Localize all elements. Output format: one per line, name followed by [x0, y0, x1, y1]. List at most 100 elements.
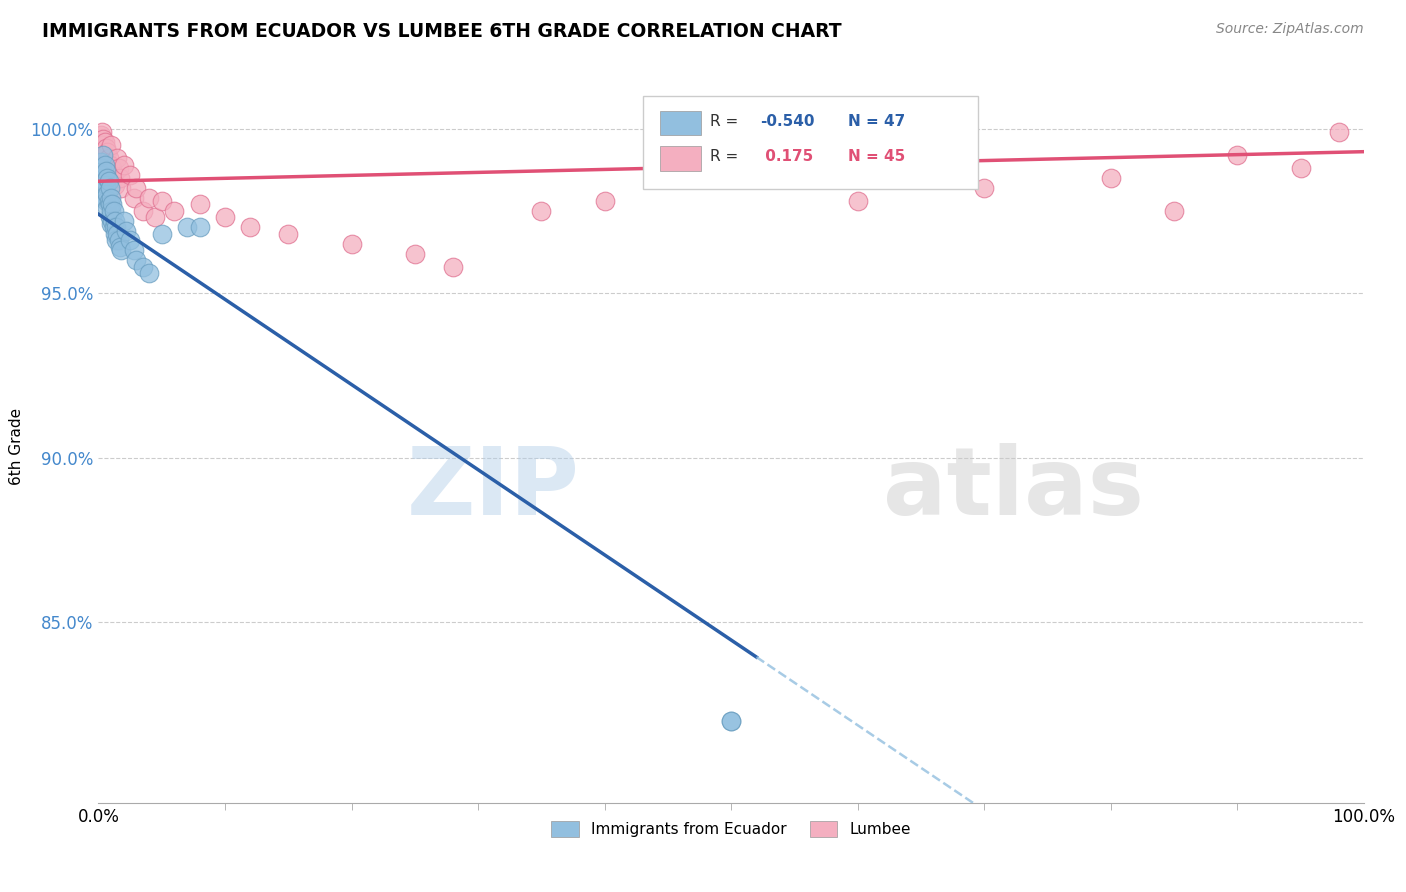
- Point: [104, 178, 127, 192]
- Point: [91, 168, 114, 182]
- Point: [94, 194, 117, 208]
- Point: [91, 138, 114, 153]
- Point: [93, 131, 115, 145]
- Legend: Immigrants from Ecuador, Lumbee: Immigrants from Ecuador, Lumbee: [544, 814, 918, 845]
- Point: [101, 197, 124, 211]
- Point: [593, 194, 616, 208]
- Point: [188, 220, 211, 235]
- FancyBboxPatch shape: [643, 96, 979, 189]
- Text: -0.540: -0.540: [761, 114, 814, 128]
- Point: [93, 148, 115, 162]
- Point: [973, 181, 995, 195]
- Point: [404, 246, 426, 260]
- Point: [93, 161, 117, 175]
- Point: [1226, 148, 1249, 162]
- Point: [96, 158, 118, 172]
- Point: [90, 128, 112, 143]
- Point: [93, 191, 117, 205]
- Point: [90, 154, 112, 169]
- Text: IMMIGRANTS FROM ECUADOR VS LUMBEE 6TH GRADE CORRELATION CHART: IMMIGRANTS FROM ECUADOR VS LUMBEE 6TH GR…: [42, 22, 842, 41]
- Point: [96, 145, 118, 159]
- Point: [98, 181, 121, 195]
- Point: [110, 181, 132, 195]
- Point: [214, 211, 236, 225]
- Point: [120, 234, 141, 248]
- Point: [846, 194, 869, 208]
- Point: [93, 174, 117, 188]
- Point: [107, 161, 129, 175]
- Point: [107, 227, 129, 241]
- Point: [176, 220, 198, 235]
- Point: [103, 171, 125, 186]
- Point: [110, 244, 132, 258]
- Point: [93, 171, 115, 186]
- Point: [108, 171, 131, 186]
- Point: [91, 161, 114, 175]
- Point: [93, 145, 115, 159]
- Point: [100, 217, 122, 231]
- Text: N = 45: N = 45: [848, 150, 905, 164]
- Point: [94, 141, 117, 155]
- Point: [115, 224, 138, 238]
- Text: ZIP: ZIP: [406, 442, 579, 535]
- Point: [93, 148, 117, 162]
- Point: [720, 714, 742, 728]
- Y-axis label: 6th Grade: 6th Grade: [8, 408, 24, 484]
- Text: N = 47: N = 47: [848, 114, 905, 128]
- Point: [720, 714, 742, 728]
- Point: [105, 234, 128, 248]
- Point: [104, 213, 127, 227]
- Point: [98, 158, 121, 172]
- Point: [94, 178, 117, 192]
- Point: [93, 154, 115, 169]
- Point: [1327, 125, 1350, 139]
- Point: [239, 220, 262, 235]
- Point: [97, 174, 120, 188]
- Point: [1163, 203, 1185, 218]
- Point: [150, 227, 173, 241]
- Point: [100, 191, 122, 205]
- Point: [112, 213, 135, 227]
- Text: 0.175: 0.175: [761, 150, 814, 164]
- Point: [188, 197, 211, 211]
- Point: [107, 151, 129, 165]
- Text: atlas: atlas: [883, 442, 1144, 535]
- Point: [150, 194, 173, 208]
- Point: [93, 181, 115, 195]
- Point: [120, 168, 141, 182]
- Point: [107, 234, 129, 248]
- Point: [530, 203, 553, 218]
- Point: [94, 164, 117, 178]
- Point: [122, 191, 145, 205]
- Point: [138, 191, 160, 205]
- FancyBboxPatch shape: [661, 111, 700, 135]
- Point: [104, 227, 127, 241]
- Text: R =: R =: [710, 150, 742, 164]
- Point: [1289, 161, 1312, 175]
- Point: [125, 181, 148, 195]
- Point: [1099, 171, 1122, 186]
- Point: [97, 194, 120, 208]
- Point: [96, 201, 118, 215]
- Point: [101, 213, 124, 227]
- Point: [125, 253, 148, 268]
- Point: [132, 203, 155, 218]
- Point: [98, 171, 121, 186]
- Point: [112, 158, 135, 172]
- Point: [96, 187, 118, 202]
- Point: [98, 197, 121, 211]
- Point: [340, 236, 363, 251]
- Point: [98, 211, 121, 225]
- Point: [97, 151, 120, 165]
- Point: [103, 203, 125, 218]
- Point: [94, 154, 117, 169]
- Point: [122, 244, 145, 258]
- Point: [93, 158, 117, 172]
- Point: [103, 220, 125, 235]
- Text: R =: R =: [710, 114, 742, 128]
- Point: [93, 135, 117, 149]
- Point: [91, 125, 114, 139]
- Point: [441, 260, 464, 274]
- Point: [100, 203, 122, 218]
- Point: [97, 164, 120, 178]
